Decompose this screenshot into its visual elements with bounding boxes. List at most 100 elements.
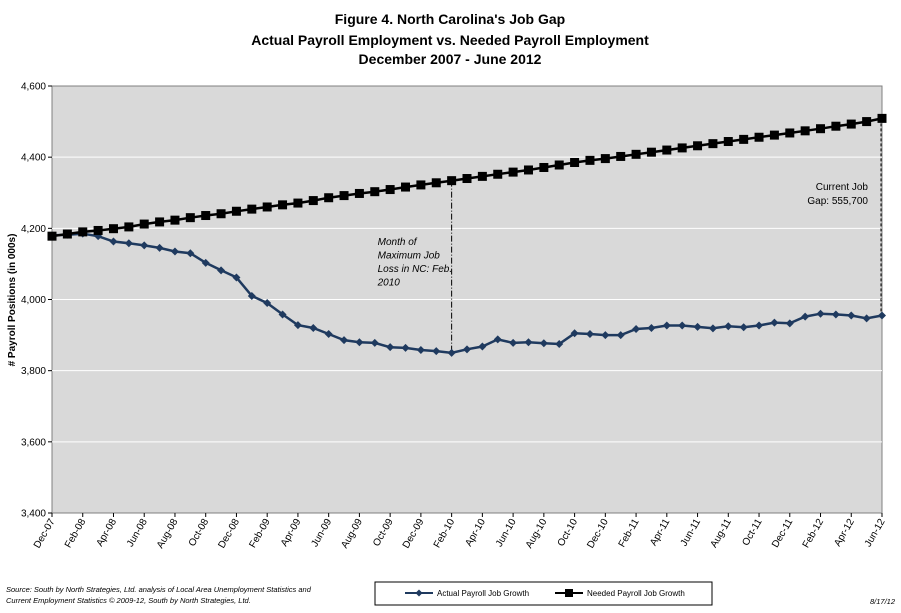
x-tick-label: Oct-10 (556, 517, 581, 549)
x-tick-label: Dec-11 (770, 517, 795, 550)
needed-point (401, 182, 411, 192)
needed-point (739, 134, 749, 144)
x-tick-label: Dec-10 (585, 517, 611, 551)
needed-point (646, 147, 656, 157)
y-tick-label: 4,200 (21, 224, 46, 235)
x-tick-label: Oct-08 (187, 517, 212, 549)
needed-point (523, 165, 533, 175)
footer-date: 8/17/12 (870, 597, 896, 606)
needed-point (846, 119, 856, 129)
actual-point (632, 325, 641, 334)
actual-point (124, 239, 133, 248)
title-line-1: Figure 4. North Carolina's Job Gap (335, 11, 565, 27)
actual-point (340, 336, 349, 345)
needed-point (185, 213, 195, 223)
needed-point (769, 130, 779, 140)
actual-point (801, 312, 810, 321)
needed-point (616, 151, 626, 161)
needed-point (708, 139, 718, 149)
actual-point (309, 323, 318, 332)
annotation-lines (451, 118, 882, 353)
actual-point (109, 237, 118, 246)
needed-point (677, 143, 687, 153)
x-tick-label: Apr-09 (279, 517, 304, 549)
title-line-2: Actual Payroll Employment vs. Needed Pay… (251, 32, 649, 48)
x-tick-label: Jun-08 (125, 517, 150, 549)
x-tick-label: Jun-09 (309, 517, 334, 549)
needed-point (754, 132, 764, 142)
gridlines (52, 156, 882, 443)
x-tick-label: Dec-07 (32, 517, 58, 551)
needed-point (477, 171, 487, 181)
needed-point (416, 180, 426, 190)
actual-point (401, 343, 410, 352)
x-tick-label: Feb-11 (617, 517, 642, 550)
needed-point (47, 231, 57, 241)
needed-point (201, 211, 211, 221)
y-tick-label: 4,000 (21, 295, 46, 306)
actual-point (862, 314, 871, 323)
x-tick-label: Jun-10 (494, 517, 519, 549)
needed-point (862, 117, 872, 127)
needed-point (354, 188, 364, 198)
actual-point (509, 338, 518, 347)
actual-point (647, 323, 656, 332)
actual-point (478, 342, 487, 351)
needed-point (124, 222, 134, 232)
needed-point (247, 204, 257, 214)
needed-point (93, 225, 103, 235)
needed-point (570, 158, 580, 168)
actual-point (386, 343, 395, 352)
needed-point (62, 229, 72, 239)
actual-point (616, 331, 625, 340)
actual-point (278, 310, 287, 319)
max-loss-annotation: Month of (378, 237, 418, 248)
actual-point (739, 323, 748, 332)
actual-point (186, 249, 195, 258)
needed-point (631, 149, 641, 159)
needed-point (431, 178, 441, 188)
needed-point (324, 193, 334, 203)
needed-point (539, 162, 549, 172)
actual-point (847, 311, 856, 320)
actual-point (693, 322, 702, 331)
needed-point (108, 224, 118, 234)
needed-point (816, 124, 826, 134)
actual-point (678, 321, 687, 330)
series-group (47, 113, 887, 357)
actual-point (370, 338, 379, 347)
x-tick-label: Feb-08 (63, 517, 89, 550)
x-tick-label: Feb-10 (432, 517, 458, 550)
job-gap-annotation: Current Job (816, 182, 869, 193)
chart-title: Figure 4. North Carolina's Job Gap Actua… (251, 11, 649, 67)
y-tick-label: 3,800 (21, 366, 46, 377)
x-tick-label: Feb-09 (247, 517, 273, 550)
actual-point (447, 348, 456, 357)
job-gap-annotation: Gap: 555,700 (807, 196, 868, 207)
y-tick-label: 3,600 (21, 437, 46, 448)
needed-point (308, 196, 318, 206)
x-tick-label: Dec-08 (216, 517, 242, 551)
x-tick-label: Aug-09 (339, 517, 365, 551)
actual-point (355, 338, 364, 347)
actual-point (232, 273, 241, 282)
actual-point (770, 318, 779, 327)
x-tick-label: Aug-10 (524, 517, 550, 551)
actual-point (140, 241, 149, 250)
title-line-3: December 2007 - June 2012 (359, 51, 542, 67)
actual-point (263, 299, 272, 308)
x-axis-ticks: Dec-07 Feb-08 Apr-08 Jun-08 Aug-08 Oct-08 Dec-… (32, 513, 888, 550)
needed-point (339, 191, 349, 201)
needed-point (216, 209, 226, 219)
legend: Actual Payroll Job Growth Needed Payroll… (374, 581, 713, 606)
actual-point (708, 324, 717, 333)
actual-point (831, 310, 840, 319)
x-tick-label: Apr-11 (648, 517, 672, 548)
actual-point (416, 346, 425, 355)
legend-marker-actual (415, 589, 423, 597)
actual-point (463, 345, 471, 354)
annotations: Month of Maximum Job Loss in NC: Feb. 2010 C… (377, 182, 869, 289)
needed-point (447, 176, 457, 186)
x-tick-label: Oct-11 (740, 517, 764, 548)
